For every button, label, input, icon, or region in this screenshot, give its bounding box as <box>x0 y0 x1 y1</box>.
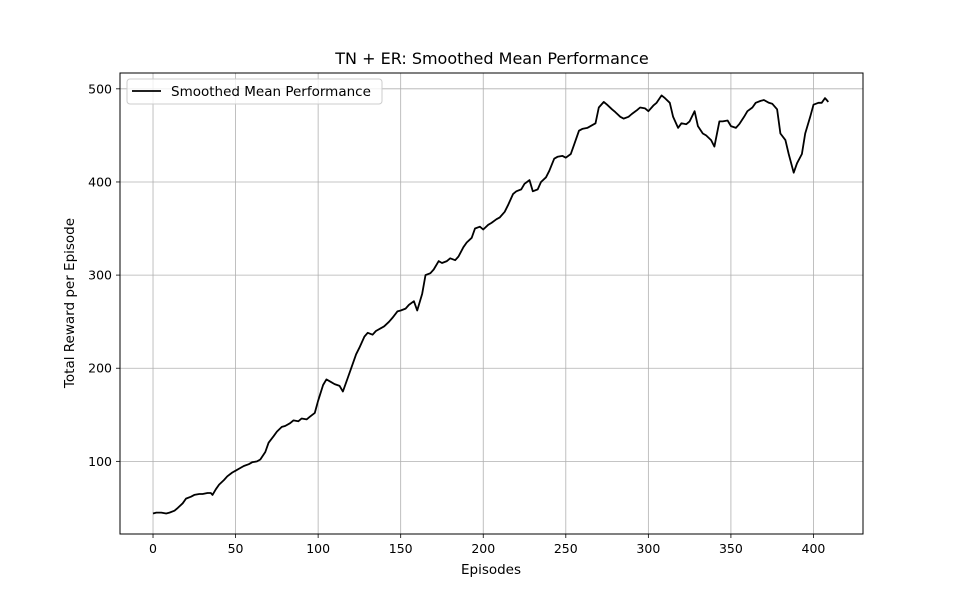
plot-area-frame <box>119 72 864 535</box>
y-tick-label: 100 <box>88 454 112 469</box>
x-tick-label: 250 <box>554 541 578 556</box>
grid-lines <box>120 73 863 534</box>
x-tick-label: 50 <box>228 541 244 556</box>
x-tick-label: 350 <box>719 541 743 556</box>
series-line <box>152 94 829 515</box>
x-axis-label: Episodes <box>461 562 521 578</box>
y-axis-label: Total Reward per Episode <box>62 218 78 389</box>
x-tick-label: 0 <box>149 541 157 556</box>
legend-box <box>126 78 383 105</box>
y-tick-label: 500 <box>88 81 112 96</box>
x-tick-label: 100 <box>306 541 330 556</box>
x-tick-label: 200 <box>471 541 495 556</box>
x-axis: 0 50 100 150 200 250 300 350 400 <box>149 534 825 556</box>
x-tick-label: 150 <box>389 541 413 556</box>
y-tick-label: 400 <box>88 174 112 189</box>
legend: Smoothed Mean Performance <box>126 78 383 105</box>
y-tick-label: 200 <box>88 361 112 376</box>
x-tick-label: 300 <box>636 541 660 556</box>
y-tick-label: 300 <box>88 268 112 283</box>
legend-label: Smoothed Mean Performance <box>171 84 371 100</box>
chart-title: TN + ER: Smoothed Mean Performance <box>334 49 648 68</box>
y-axis: 100 200 300 400 500 <box>88 81 120 469</box>
series-layer <box>152 94 829 515</box>
x-tick-label: 400 <box>802 541 826 556</box>
